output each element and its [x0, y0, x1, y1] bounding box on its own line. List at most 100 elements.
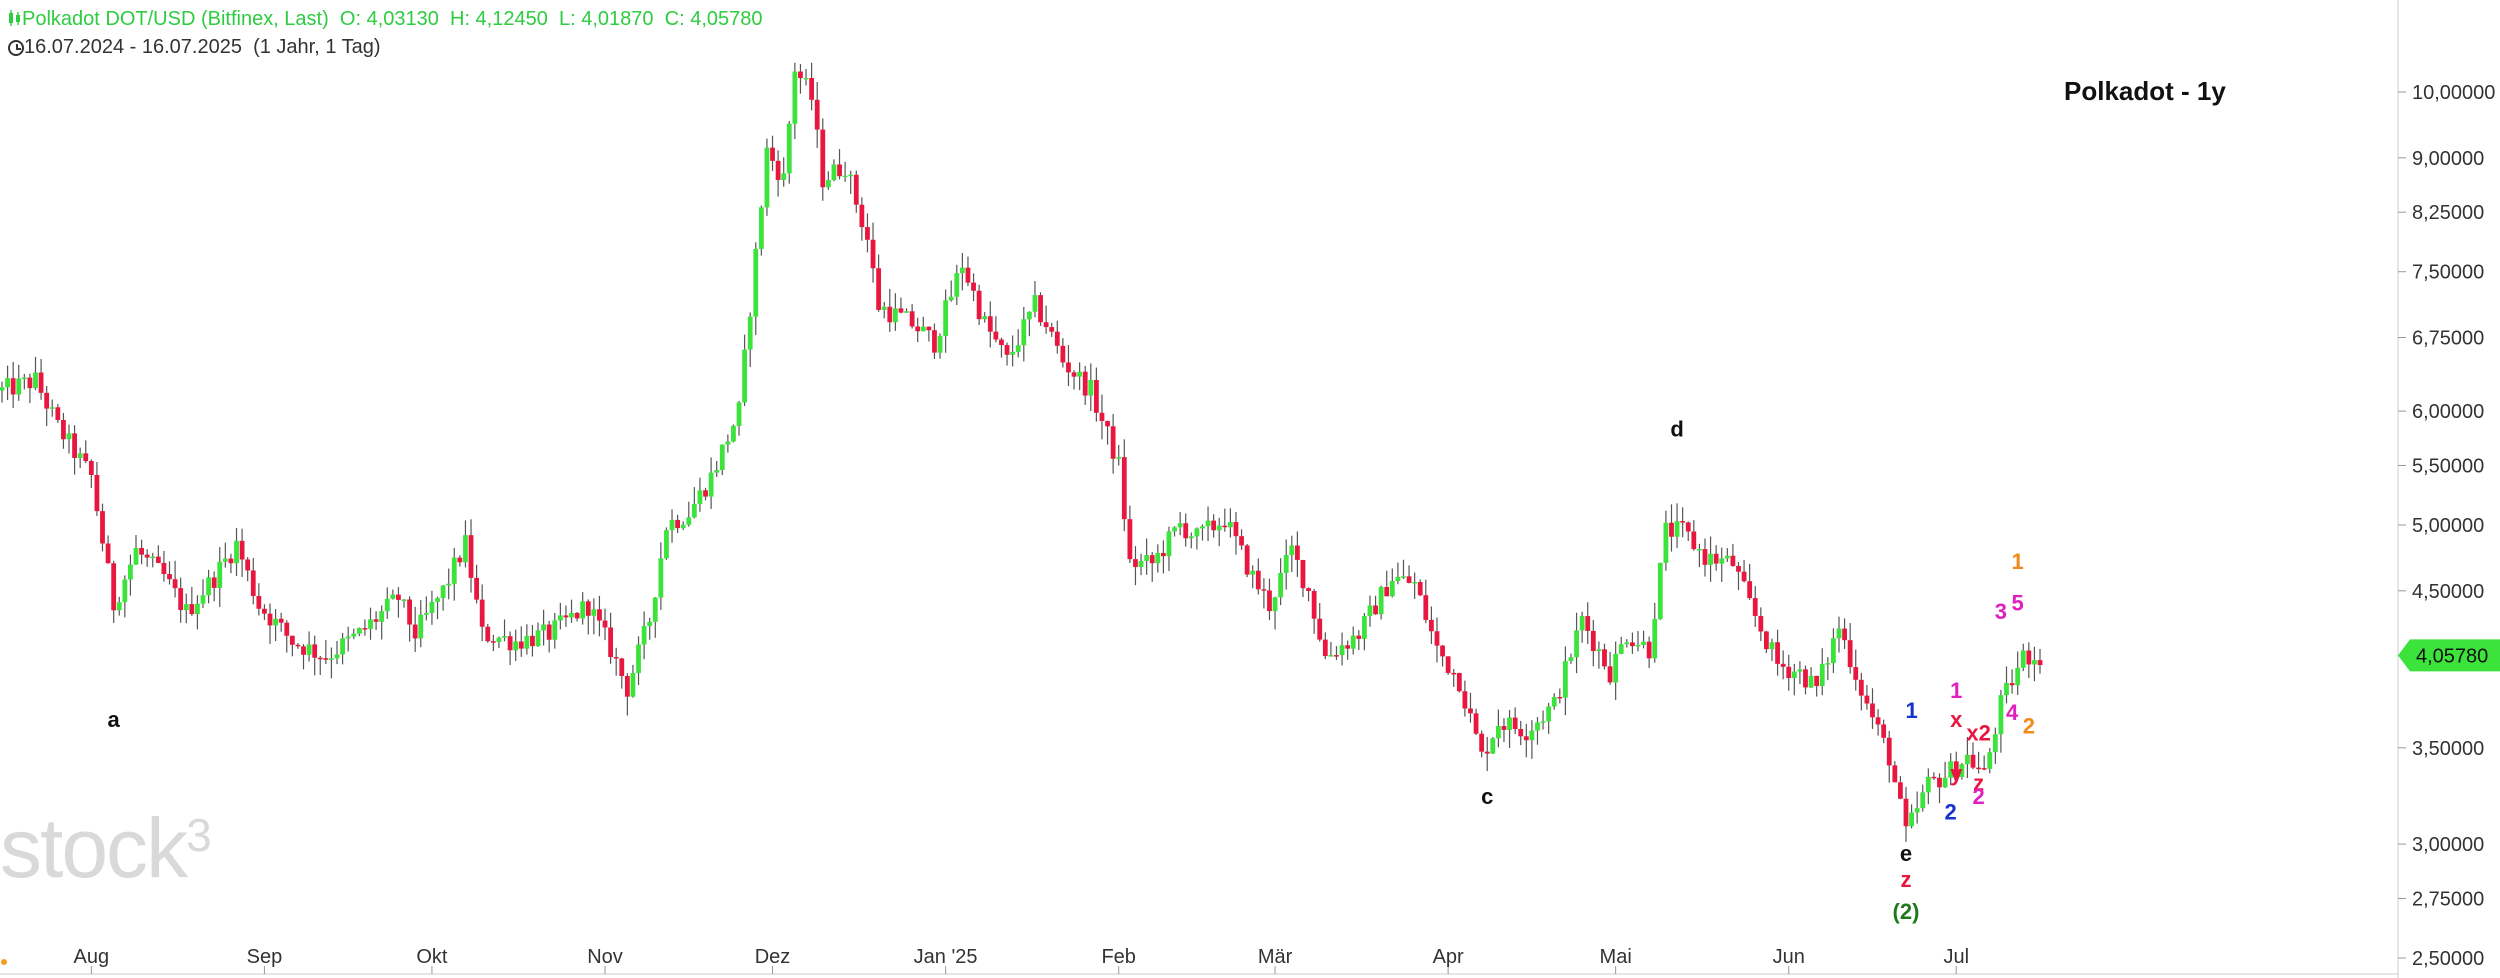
candle [94, 461, 100, 516]
candle [172, 560, 178, 598]
candle [451, 547, 457, 601]
candle [725, 434, 731, 453]
candle [1697, 543, 1702, 568]
candle [1116, 444, 1122, 466]
candle [1814, 675, 1820, 697]
candle [1953, 751, 1959, 779]
candle [1451, 668, 1457, 687]
candle [1819, 648, 1825, 696]
candle [932, 323, 937, 360]
candle [1322, 632, 1328, 660]
candle [976, 284, 982, 326]
candle [1970, 742, 1976, 770]
candle [83, 440, 89, 464]
candle [1775, 629, 1780, 676]
candle [624, 673, 630, 716]
candle [809, 62, 815, 111]
candle [764, 138, 770, 216]
x-tick-label: Mai [1600, 946, 1632, 968]
candle [803, 68, 809, 86]
candle [1898, 776, 1903, 800]
wave-label: z [1973, 770, 1984, 795]
wave-label: a [108, 707, 121, 732]
candle [1490, 736, 1496, 755]
candle [1289, 535, 1295, 573]
candle [250, 557, 256, 605]
candle [1585, 602, 1591, 644]
candle [959, 252, 965, 291]
candle [1730, 543, 1736, 567]
candle [1350, 626, 1356, 655]
candle [602, 608, 608, 641]
candle [178, 577, 184, 623]
candle [1596, 641, 1602, 669]
candle [88, 459, 94, 489]
candle [904, 308, 909, 313]
candle [72, 425, 77, 475]
period-header: 16.07.2024 - 16.07.2025 (1 Jahr, 1 Tag) [8, 36, 381, 59]
candle [418, 600, 424, 648]
candle [1579, 611, 1585, 643]
candle [1133, 546, 1138, 586]
candle [317, 655, 323, 676]
candle [563, 605, 569, 627]
candle [786, 121, 792, 184]
candle [1523, 723, 1529, 758]
candle [1836, 616, 1842, 653]
candle [1244, 543, 1250, 578]
candle [1026, 311, 1032, 337]
candle [507, 631, 513, 666]
candle [1920, 784, 1926, 812]
candle [2015, 651, 2021, 695]
candle [909, 304, 915, 329]
candle [948, 280, 954, 302]
candle [490, 634, 496, 652]
candle [49, 399, 55, 417]
candle [608, 612, 614, 664]
wave-label: 1 [1905, 698, 1917, 723]
candle [1965, 737, 1970, 779]
candle [44, 385, 50, 427]
candle [1892, 761, 1898, 783]
clock-icon [8, 40, 24, 56]
candle [742, 334, 748, 406]
candle [128, 554, 133, 596]
candle [289, 635, 295, 657]
wave-label: 2 [2023, 714, 2035, 739]
candle [1462, 680, 1468, 717]
candle [1479, 730, 1485, 758]
candle [1367, 595, 1373, 627]
candle [574, 612, 580, 622]
candle [167, 561, 172, 585]
candle [1976, 751, 1981, 774]
candle [1216, 517, 1222, 547]
candle [1300, 559, 1306, 598]
candle [1401, 559, 1406, 580]
candle [1669, 504, 1674, 552]
candle [943, 289, 949, 353]
candle [1417, 579, 1423, 597]
candle [1311, 588, 1317, 634]
candle [1663, 510, 1669, 571]
y-axis: 10,00000 9,00000 8,25000 7,50000 6,75000 6,00… [2397, 0, 2500, 978]
candle [183, 593, 189, 624]
x-tick-label: Apr [1433, 946, 1464, 968]
candle [1630, 632, 1635, 654]
candle [1283, 539, 1289, 590]
candle [926, 326, 932, 342]
candle [1440, 645, 1445, 667]
candle [1155, 544, 1161, 573]
candle [1674, 503, 1680, 548]
candle [1574, 612, 1579, 674]
wave-label: d [1670, 417, 1683, 442]
candle [1484, 736, 1490, 772]
candle [1434, 617, 1440, 663]
candle [1194, 527, 1200, 550]
candle [848, 170, 854, 194]
x-tick-label: Jul [1943, 946, 1969, 968]
candle [329, 647, 334, 679]
candle [440, 585, 446, 611]
candle [1384, 570, 1390, 597]
candle [1870, 688, 1875, 729]
